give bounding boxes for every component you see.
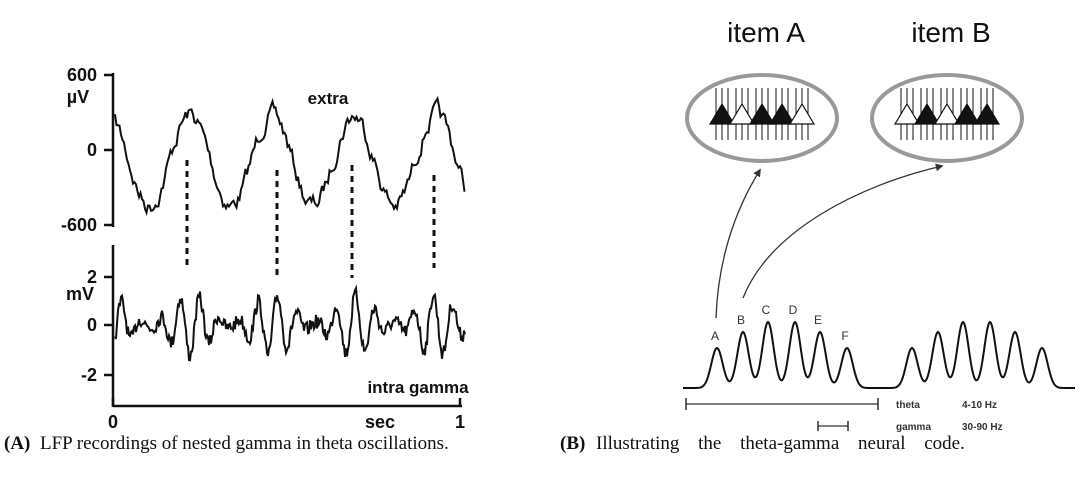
- label: sec: [365, 412, 395, 432]
- label: µV: [67, 87, 89, 107]
- neuron: [933, 102, 961, 125]
- figure: 600 0 -600 µV 2 0 -2 mV 0 1 sec extra intra gamma ite…: [61, 17, 1075, 432]
- legend-name: theta: [896, 400, 920, 411]
- ensemble: [685, 73, 839, 163]
- caption-b: (B) Illustrating the theta-gamma neural …: [560, 432, 1088, 456]
- arrow: [715, 168, 761, 319]
- neuron: [728, 102, 756, 125]
- theta-gamma-wave: [878, 320, 1075, 389]
- label: mV: [66, 284, 94, 304]
- item-title: item B: [911, 17, 990, 48]
- label: 0: [87, 140, 97, 160]
- label: extra: [308, 89, 349, 108]
- neuron: [913, 102, 941, 125]
- peak-label: A: [711, 329, 719, 343]
- peak-label: F: [841, 329, 848, 343]
- neuron: [748, 102, 776, 125]
- label: 2: [87, 267, 97, 287]
- neuron: [973, 102, 1001, 125]
- theta-gamma-wave: [683, 320, 880, 389]
- caption-tag: (A): [4, 433, 31, 454]
- legend-name: gamma: [896, 422, 931, 432]
- label: 0: [108, 412, 118, 432]
- label: intra gamma: [367, 378, 469, 397]
- neuron: [953, 102, 981, 125]
- intra-trace: [114, 284, 466, 362]
- extra-trace: [114, 96, 466, 217]
- legend-range: 4-10 Hz: [962, 400, 997, 411]
- peak-label: C: [762, 303, 771, 317]
- ensemble: [870, 73, 1024, 163]
- label: -600: [61, 215, 97, 235]
- caption-a: (A) LFP recordings of nested gamma in th…: [4, 432, 524, 456]
- label: 600: [67, 65, 97, 85]
- label: 0: [87, 315, 97, 335]
- neuron: [708, 102, 736, 125]
- peak-label: B: [737, 313, 745, 327]
- caption-tag: (B): [560, 433, 586, 454]
- item-title: item A: [727, 17, 805, 48]
- arrow: [742, 163, 944, 299]
- label: -2: [81, 365, 97, 385]
- caption-text: Illustrating the theta-gamma neural code…: [596, 433, 965, 454]
- label: 1: [455, 412, 465, 432]
- legend-range: 30-90 Hz: [962, 422, 1003, 432]
- neuron: [768, 102, 796, 125]
- peak-label: E: [814, 313, 822, 327]
- neuron: [788, 102, 816, 125]
- caption-text: LFP recordings of nested gamma in theta …: [40, 433, 449, 454]
- peak-label: D: [789, 303, 798, 317]
- neuron: [893, 102, 921, 125]
